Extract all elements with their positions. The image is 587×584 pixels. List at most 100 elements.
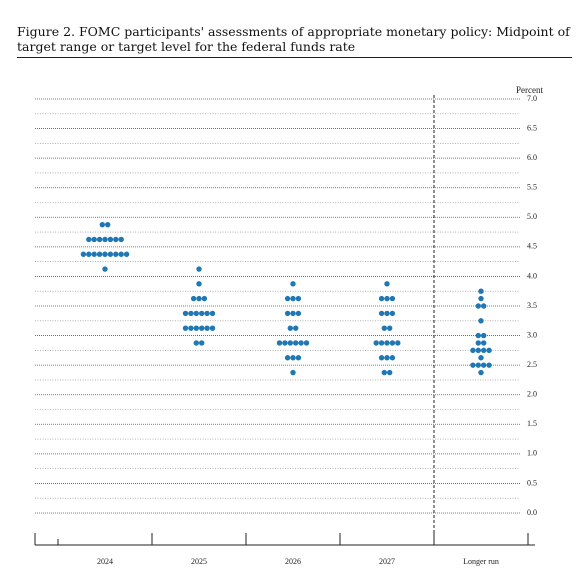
x-tick-label: 2024 [97,557,113,566]
dot [389,310,396,317]
dot [384,340,390,346]
dot [486,347,492,354]
x-tick-label: 2026 [285,557,301,566]
dot [384,295,390,302]
dot [188,325,194,331]
dot [284,295,291,302]
dot [381,369,387,376]
dot-row [478,288,484,294]
dot [395,340,401,346]
dot [91,251,97,257]
dot [193,325,199,331]
dot [475,303,481,309]
y-tick-label: 0.5 [527,478,537,487]
dot [91,236,97,243]
dot-row [378,310,396,317]
dot [201,295,208,302]
dot [193,340,199,346]
dot [478,369,484,376]
dot [102,266,108,272]
dot-row [373,340,401,346]
dot [287,325,293,331]
dot [196,266,202,272]
dot [290,310,296,317]
y-unit-label: Percent [516,85,543,95]
dot [470,347,476,354]
y-tick-label: 2.0 [527,390,537,399]
dot [481,340,487,346]
dot [123,251,130,257]
dot [86,251,92,257]
dot [481,303,487,309]
dot [295,295,302,302]
dot [199,325,205,331]
dot [86,236,92,243]
dot [113,236,119,243]
dot [293,340,299,346]
dot-row [284,310,302,317]
x-tick-label: 2025 [191,557,207,566]
dot [290,281,296,287]
dot [378,310,385,317]
dot [290,355,296,361]
dot [475,332,481,339]
dot [204,325,210,331]
dot [475,362,481,368]
dot-row [99,221,111,228]
dot-row [284,295,302,302]
dot [295,310,302,317]
dot-row [80,251,130,257]
y-tick-label: 2.5 [527,360,537,369]
dot [475,340,481,346]
dot [290,295,296,302]
dot [204,310,210,317]
dot [295,355,302,361]
dot-row [196,281,202,287]
y-tick-label: 1.5 [527,419,537,428]
y-tick-label: 4.0 [527,271,537,280]
dot [384,355,390,361]
y-tick-label: 5.5 [527,183,537,192]
dot-row [378,355,396,361]
dot [378,340,385,346]
dot-row [290,281,296,287]
dot-row [193,340,205,346]
dot [107,251,114,257]
dot [481,347,487,354]
dot [303,340,310,346]
dot [298,340,304,346]
dot-row [478,318,484,324]
dot [478,295,484,302]
x-tick-label: Longer run [463,557,499,566]
dot [102,251,108,257]
dot [470,362,476,368]
y-tick-label: 3.5 [527,301,537,310]
dot-row [475,340,487,346]
dot [282,340,288,346]
dot-row [284,355,302,361]
dot [384,281,390,287]
dot [478,318,484,324]
dot [486,362,492,368]
dot [481,332,487,339]
dot-row [290,369,296,376]
dot [80,251,87,257]
dot [387,369,393,376]
dot [188,310,194,317]
y-tick-label: 3.0 [527,330,537,339]
dot [118,236,124,243]
dot [199,310,205,317]
dot-row [475,303,487,309]
dot [378,295,385,302]
dot [475,347,481,354]
dot [478,288,484,294]
dot [190,295,197,302]
dot-row [86,236,124,243]
dot [387,325,393,331]
dot [481,362,487,368]
dot [182,310,189,317]
dot [384,310,390,317]
dot [378,355,385,361]
